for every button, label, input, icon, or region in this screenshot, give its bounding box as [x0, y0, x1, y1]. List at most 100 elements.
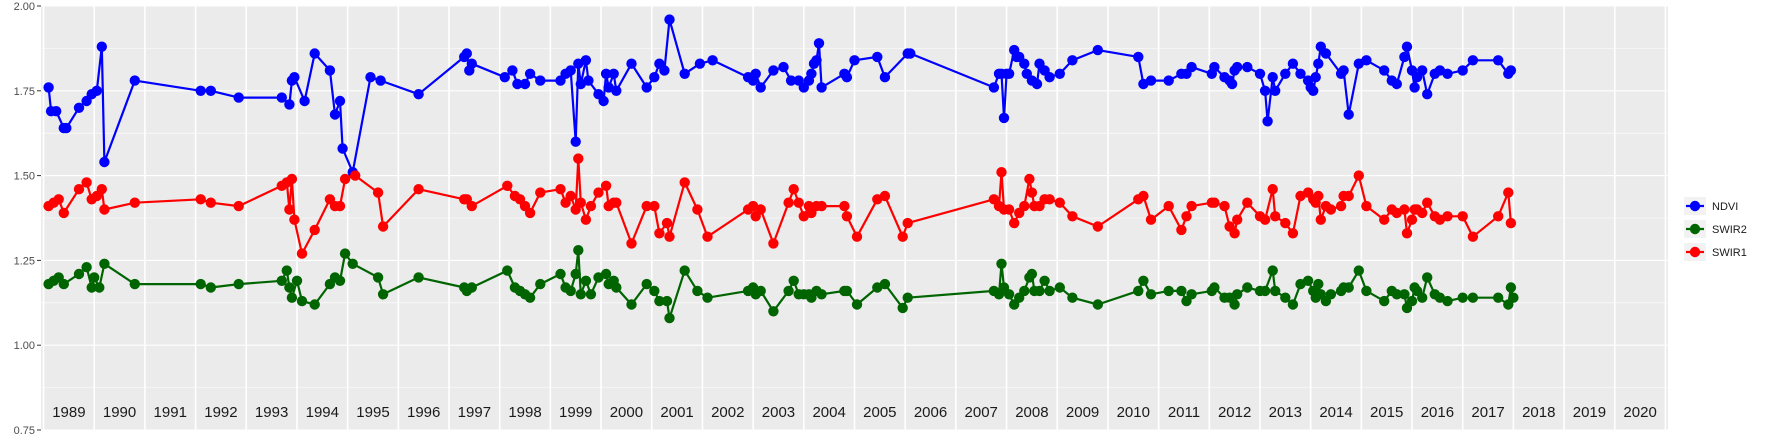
data-point-ndvi	[1163, 75, 1174, 86]
data-point-swir2	[524, 292, 536, 303]
data-point-swir1	[626, 238, 637, 249]
data-point-ndvi	[565, 65, 576, 76]
legend-marker-ndvi	[1689, 200, 1701, 212]
data-point-swir2	[1505, 282, 1517, 293]
data-point-ndvi	[1409, 82, 1420, 93]
data-point-ndvi	[988, 82, 1000, 93]
data-point-swir2	[1457, 292, 1468, 303]
data-point-swir1	[641, 200, 652, 212]
data-point-swir1	[309, 224, 320, 236]
data-point-swir1	[1138, 190, 1149, 202]
legend-marker-swir2	[1689, 223, 1701, 235]
data-point-ndvi	[1310, 72, 1321, 83]
data-point-swir1	[1067, 211, 1078, 222]
data-point-swir2	[1417, 292, 1428, 303]
data-point-ndvi	[1067, 55, 1078, 66]
data-point-ndvi	[99, 156, 110, 168]
data-point-swir1	[654, 228, 665, 239]
data-point-swir1	[1232, 214, 1243, 225]
data-point-swir1	[286, 173, 298, 185]
data-point-swir2	[309, 299, 320, 310]
data-point-swir2	[276, 275, 287, 286]
year-label: 1996	[407, 404, 440, 421]
data-point-swir2	[1361, 285, 1372, 297]
y-axis: 0.75 1.00 1.25 1.50 1.75 2.00	[14, 1, 41, 437]
data-point-swir1	[372, 187, 384, 198]
data-point-swir1	[350, 170, 361, 181]
data-point-swir1	[768, 238, 779, 249]
data-point-swir1	[1315, 214, 1327, 225]
data-point-swir2	[233, 278, 244, 290]
data-point-swir1	[1019, 200, 1030, 212]
data-point-swir2	[377, 289, 389, 300]
data-point-swir1	[1343, 190, 1354, 202]
data-point-ndvi	[872, 51, 883, 63]
data-point-ndvi	[1320, 48, 1332, 59]
data-point-swir1	[1313, 190, 1324, 202]
data-point-swir1	[535, 187, 546, 198]
data-point-swir1	[679, 177, 690, 188]
data-point-swir2	[1391, 289, 1403, 300]
data-point-ndvi	[507, 65, 518, 76]
data-point-ndvi	[43, 82, 54, 93]
year-label: 1989	[52, 404, 85, 421]
data-point-swir2	[291, 275, 303, 286]
data-point-ndvi	[1232, 61, 1243, 73]
data-point-swir1	[1209, 197, 1220, 208]
data-point-swir1	[575, 197, 586, 208]
legend-label-swir2: SWIR2	[1712, 224, 1747, 236]
year-label: 2008	[1015, 404, 1048, 421]
data-point-swir2	[1026, 268, 1038, 280]
data-point-ndvi	[1019, 58, 1030, 69]
data-point-swir1	[1287, 228, 1299, 239]
data-point-swir1	[284, 204, 295, 215]
data-point-swir1	[334, 200, 346, 212]
data-point-swir2	[1343, 282, 1354, 293]
data-point-ndvi	[1391, 78, 1403, 90]
data-point-swir1	[1186, 200, 1197, 212]
data-point-swir1	[1325, 204, 1337, 215]
data-point-swir2	[1003, 289, 1015, 300]
data-point-swir1	[839, 200, 850, 212]
data-point-swir1	[1399, 204, 1410, 215]
data-point-swir2	[347, 258, 358, 269]
data-point-swir2	[654, 295, 665, 307]
data-point-swir1	[996, 167, 1007, 178]
data-point-ndvi	[1145, 75, 1157, 86]
data-point-ndvi	[755, 82, 766, 93]
data-point-ndvi	[499, 72, 510, 83]
year-label: 2014	[1319, 404, 1352, 421]
year-label: 2012	[1218, 404, 1251, 421]
data-point-ndvi	[519, 78, 531, 90]
data-point-swir2	[1302, 275, 1314, 286]
data-point-ndvi	[1259, 85, 1271, 97]
year-label: 2013	[1269, 404, 1302, 421]
data-point-swir2	[1493, 292, 1504, 303]
data-point-ndvi	[535, 75, 546, 86]
data-point-ndvi	[1280, 68, 1291, 80]
data-point-swir2	[99, 258, 110, 269]
data-point-ndvi	[659, 65, 670, 76]
data-point-ndvi	[1417, 65, 1428, 76]
data-point-swir2	[788, 275, 799, 286]
data-point-ndvi	[1493, 55, 1504, 66]
data-point-ndvi	[73, 102, 85, 114]
data-point-swir2	[73, 268, 85, 280]
year-label: 2017	[1471, 404, 1504, 421]
data-point-ndvi	[570, 136, 581, 147]
data-point-swir1	[611, 197, 622, 208]
data-point-swir2	[1186, 289, 1197, 300]
year-label: 2003	[762, 404, 795, 421]
data-point-ndvi	[785, 75, 797, 86]
data-point-swir1	[793, 197, 804, 208]
data-point-ndvi	[51, 106, 62, 117]
data-point-swir1	[755, 204, 766, 215]
data-point-swir1	[1024, 173, 1035, 185]
data-point-swir1	[339, 173, 351, 185]
data-point-ndvi	[276, 92, 287, 103]
data-point-ndvi	[641, 82, 652, 93]
data-point-ndvi	[365, 72, 376, 83]
data-point-ndvi	[905, 48, 916, 59]
year-label: 2018	[1522, 404, 1555, 421]
data-point-swir2	[89, 272, 100, 283]
